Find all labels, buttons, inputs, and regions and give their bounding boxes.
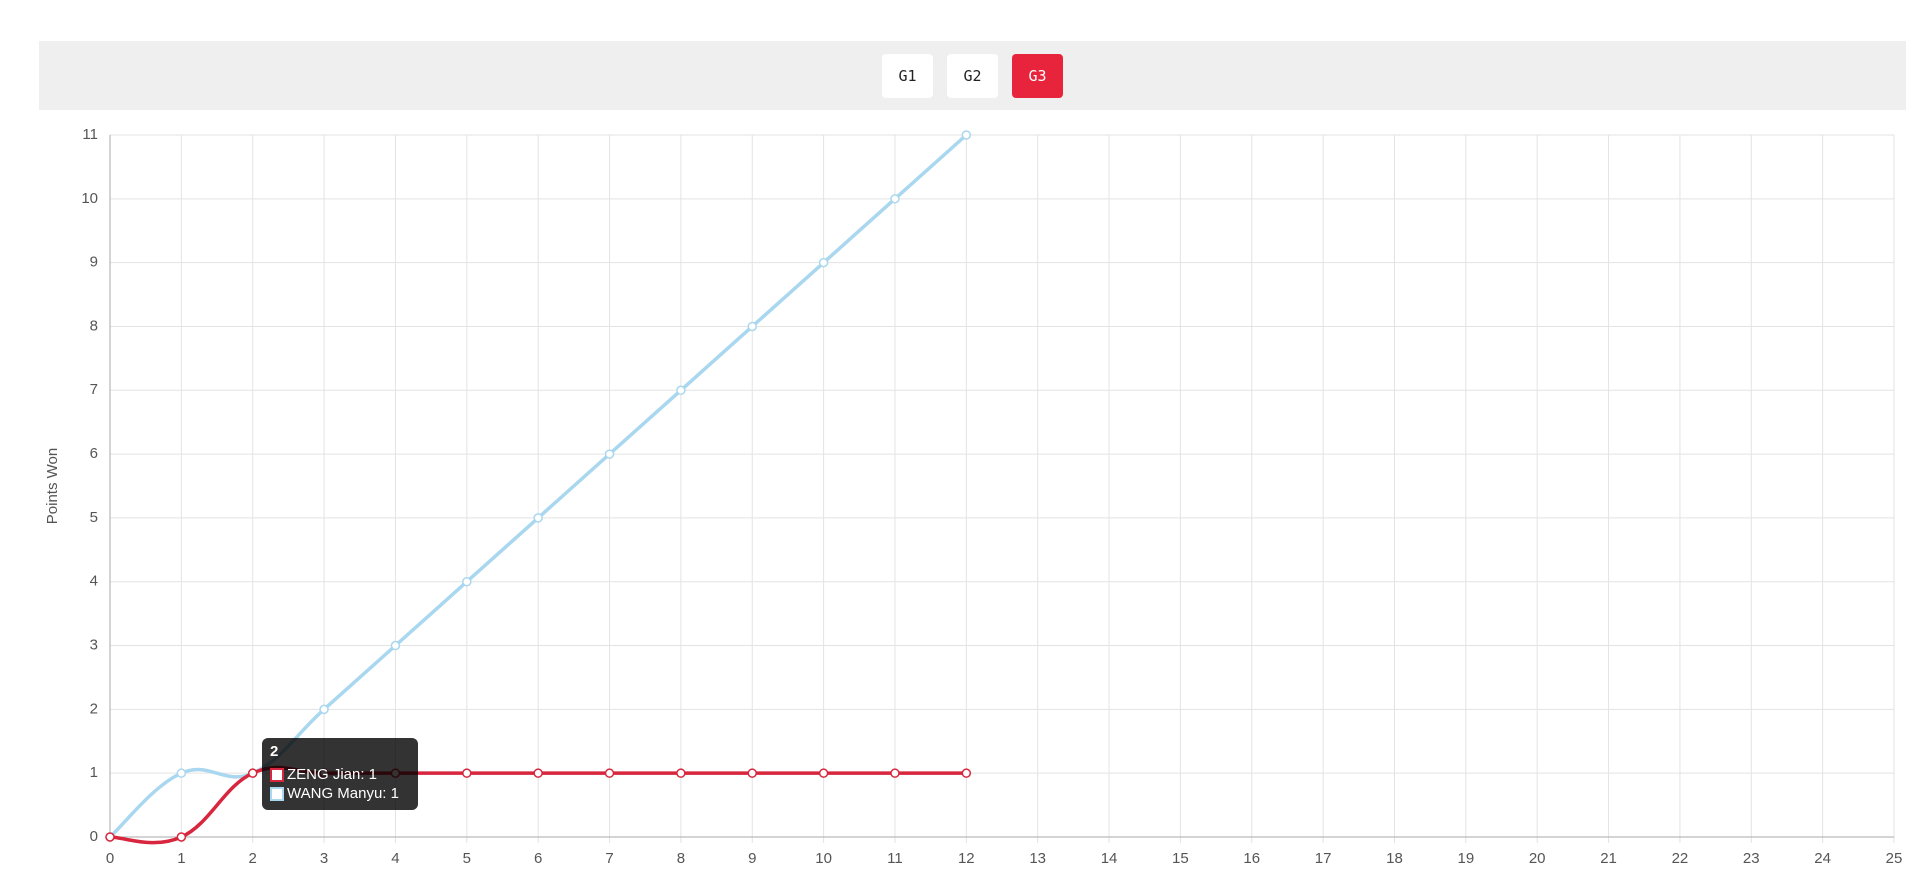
tooltip-text: ZENG Jian: 1 [287, 766, 378, 783]
data-point [247, 768, 258, 778]
x-tick-label: 22 [1672, 850, 1689, 867]
tooltip: 2 ZENG Jian: 1 WANG Manyu: 1 [262, 738, 418, 810]
x-tick-label: 3 [320, 850, 328, 867]
game-button[interactable]: G2 [947, 53, 998, 98]
game-button[interactable]: G3 [1012, 53, 1063, 98]
x-tick-label: 24 [1814, 850, 1831, 867]
x-tick-label: 12 [958, 850, 975, 867]
x-tick-label: 14 [1101, 850, 1118, 867]
data-point [533, 513, 543, 523]
data-point [747, 768, 757, 778]
y-tick-label: 6 [90, 445, 98, 462]
y-tick-label: 0 [90, 828, 98, 845]
x-tick-label: 13 [1029, 850, 1046, 867]
data-point [890, 768, 900, 778]
data-point [533, 768, 543, 778]
data-point [604, 449, 615, 459]
tooltip-text: WANG Manyu: 1 [287, 785, 399, 802]
x-tick-label: 6 [534, 850, 542, 867]
tooltip-title: 2 [270, 743, 279, 760]
x-tick-label: 1 [177, 850, 185, 867]
x-tick-label: 0 [106, 850, 114, 867]
x-tick-label: 19 [1457, 850, 1474, 867]
data-point [604, 768, 615, 778]
data-point [676, 385, 686, 396]
game-button[interactable]: G1 [882, 53, 933, 98]
data-point [818, 768, 829, 778]
x-tick-label: 15 [1172, 850, 1189, 867]
data-point [319, 704, 329, 715]
x-tick-label: 20 [1529, 850, 1546, 867]
y-tick-label: 10 [81, 190, 98, 207]
x-tick-label: 21 [1600, 850, 1617, 867]
x-tick-label: 10 [815, 850, 832, 867]
x-tick-label: 4 [391, 850, 399, 867]
x-tick-label: 17 [1315, 850, 1332, 867]
data-point [176, 832, 187, 842]
x-tick-label: 18 [1386, 850, 1403, 867]
x-tick-label: 23 [1743, 850, 1760, 867]
game-tabs: G1 G2 G3 [39, 41, 1906, 110]
y-tick-label: 1 [90, 764, 98, 781]
tooltip-swatch [270, 786, 284, 801]
tooltip-item: ZENG Jian: 1 [270, 766, 377, 783]
y-tick-label: 5 [90, 509, 98, 526]
y-tick-label: 3 [90, 637, 98, 654]
x-tick-label: 7 [605, 850, 613, 867]
tooltip-item: WANG Manyu: 1 [270, 785, 399, 802]
data-point [462, 576, 472, 587]
y-tick-label: 2 [90, 700, 98, 717]
x-tick-label: 16 [1243, 850, 1260, 867]
y-tick-label: 7 [90, 381, 98, 398]
data-point [390, 640, 401, 651]
x-tick-label: 2 [249, 850, 257, 867]
data-point [105, 832, 115, 842]
y-tick-label: 8 [90, 317, 98, 334]
data-point [890, 194, 900, 204]
y-tick-label: 4 [90, 573, 98, 590]
data-point [176, 768, 187, 778]
y-axis-label: Points Won [44, 448, 61, 524]
data-point [961, 768, 972, 778]
x-tick-label: 5 [463, 850, 471, 867]
x-tick-label: 25 [1886, 850, 1903, 867]
data-point [676, 768, 686, 778]
y-tick-label: 11 [82, 126, 98, 143]
data-point [747, 321, 757, 332]
data-point [961, 130, 972, 140]
data-point [818, 257, 829, 268]
y-tick-label: 9 [90, 254, 98, 271]
x-tick-label: 8 [677, 850, 685, 867]
x-tick-label: 9 [748, 850, 756, 867]
tooltip-swatch [270, 767, 284, 782]
x-tick-label: 11 [887, 850, 903, 867]
data-point [462, 768, 472, 778]
